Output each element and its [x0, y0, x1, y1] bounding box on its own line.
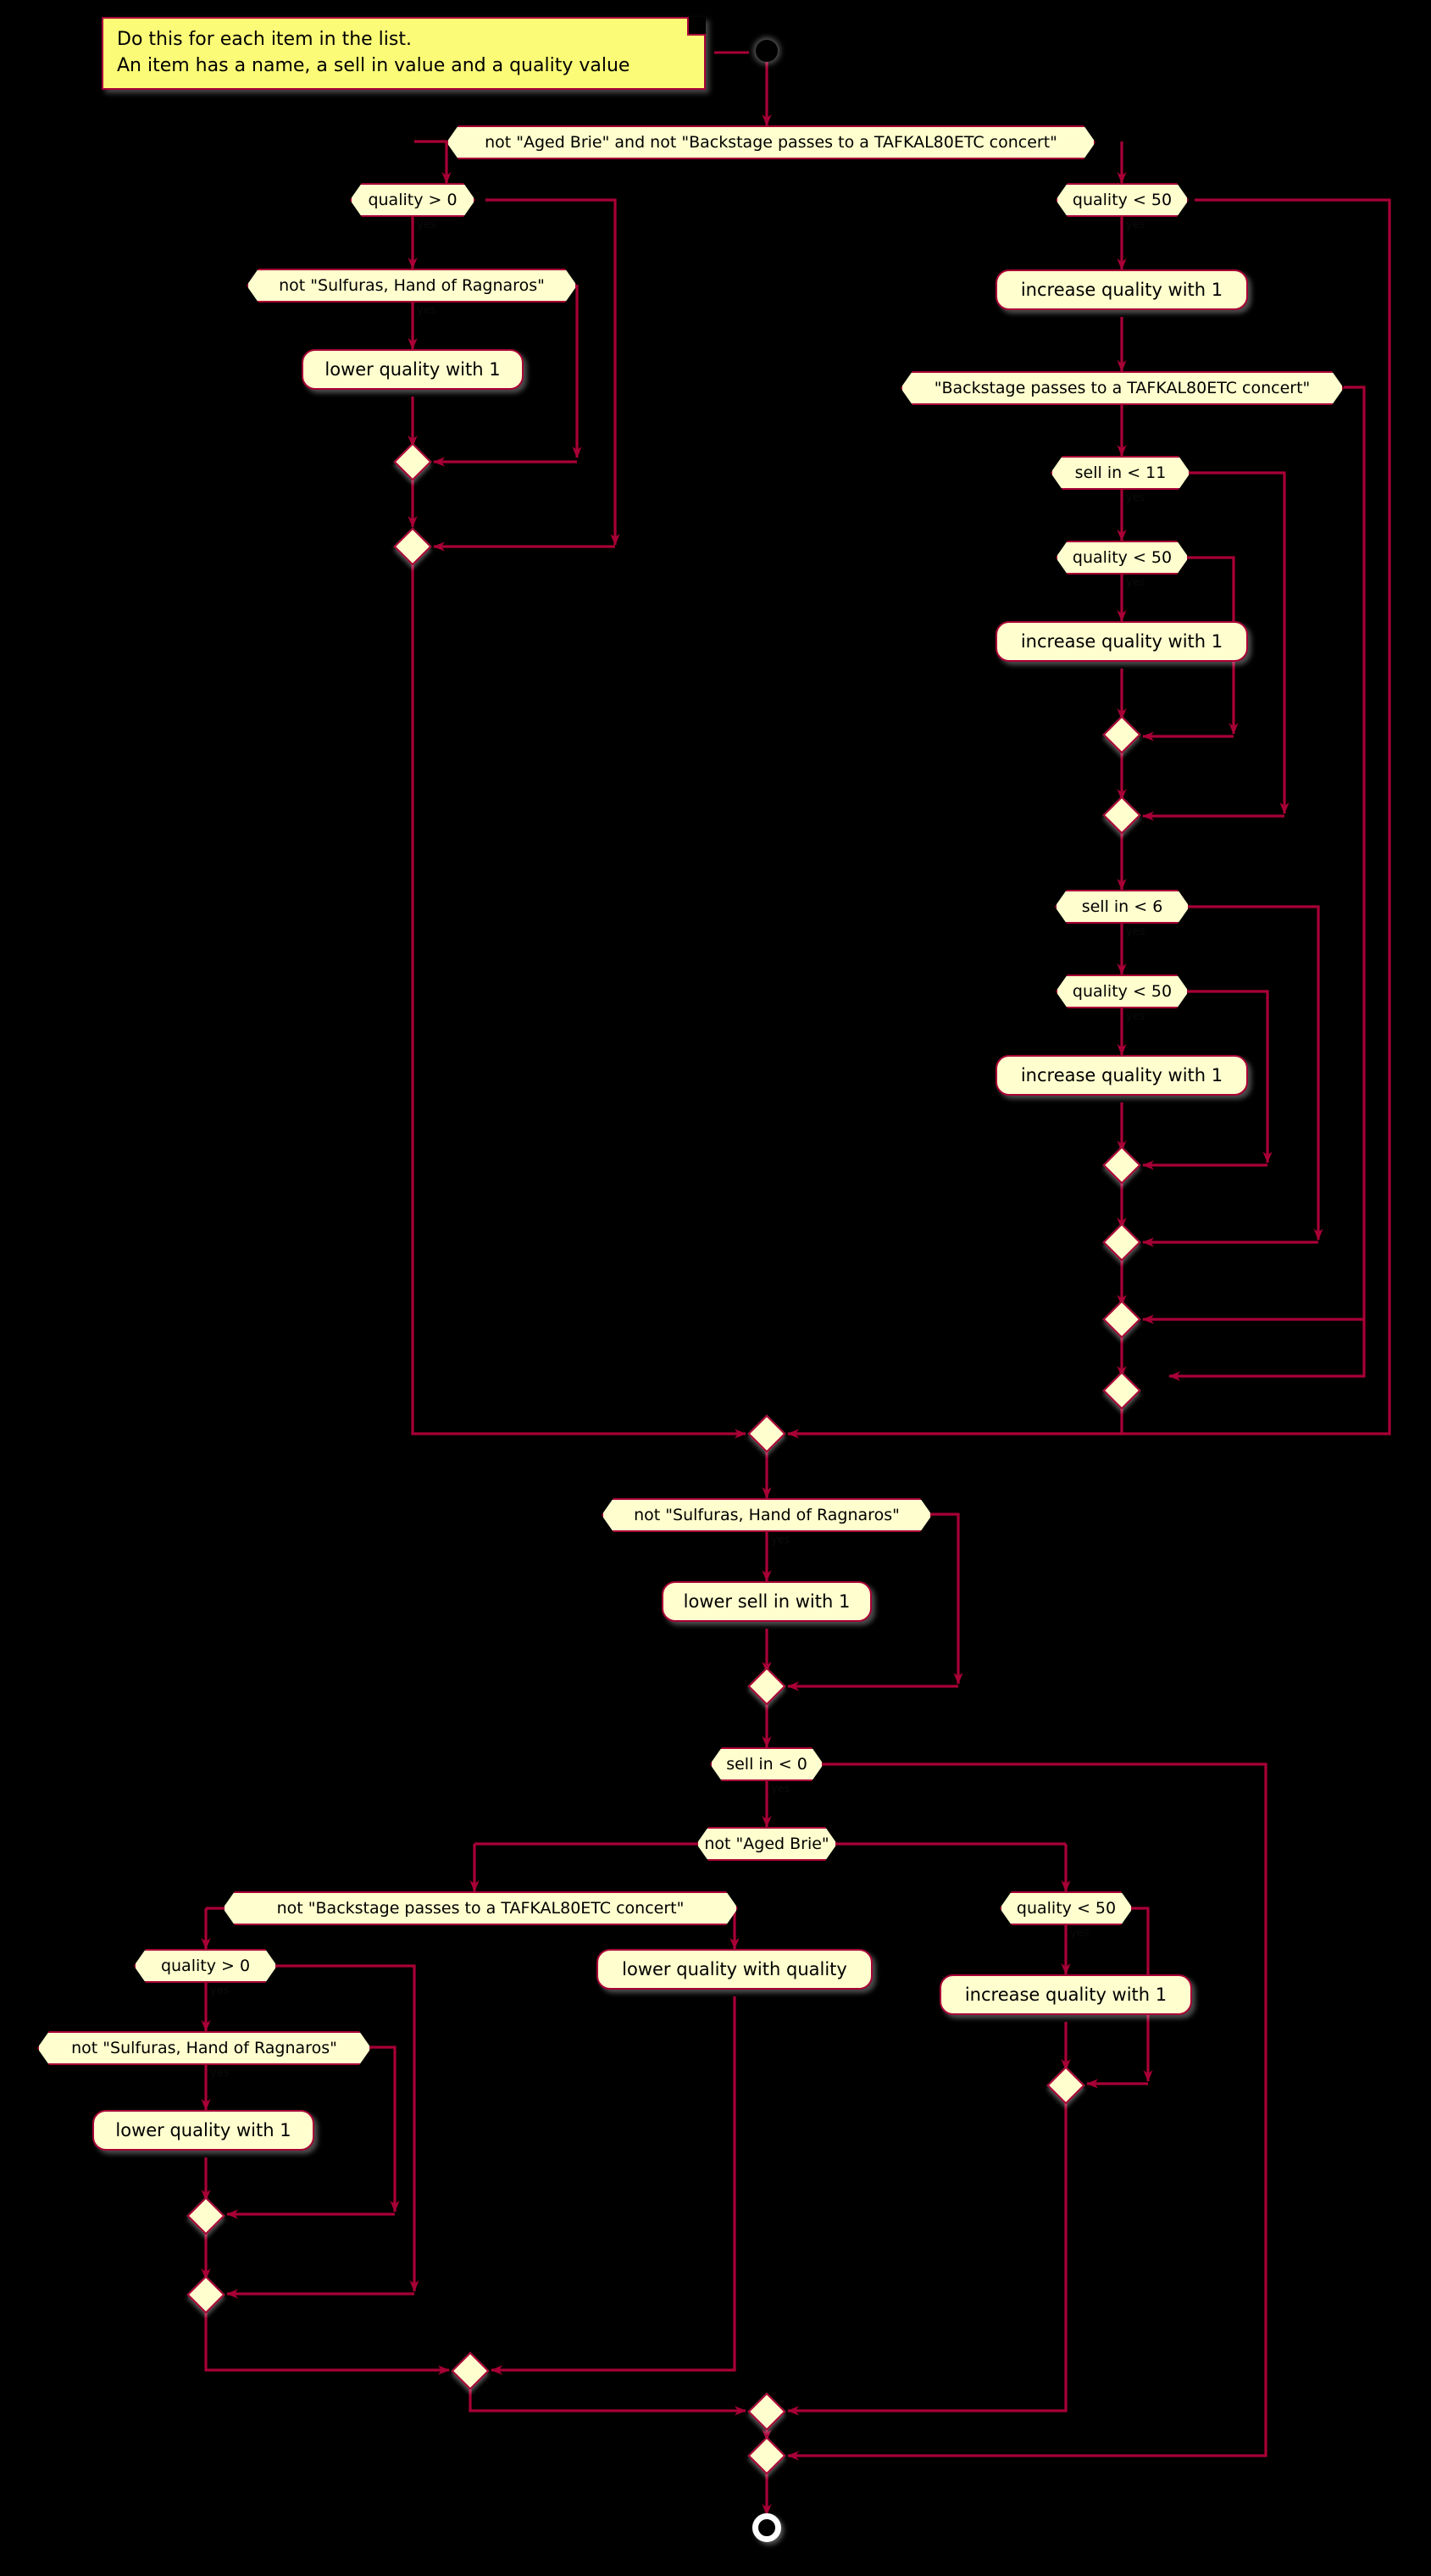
note-fold-corner: [687, 17, 706, 36]
branch-label-yes-9: yes: [771, 1783, 790, 1796]
branch-label-yes-1: yes: [417, 219, 436, 231]
condition-quality-lt-50-b[interactable]: quality < 50: [1056, 541, 1189, 575]
activity-increase-quality-with-1-a[interactable]: increase quality with 1: [996, 269, 1248, 310]
branch-label-yes-11: yes: [210, 2067, 230, 2079]
activity-lower-quality-with-1-bottom[interactable]: lower quality with 1: [92, 2110, 314, 2151]
condition-quality-gt-0-bottom[interactable]: quality > 0: [134, 1949, 277, 1983]
condition-quality-lt-50-c[interactable]: quality < 50: [1056, 974, 1189, 1008]
branch-label-yes-7: yes: [1126, 1010, 1145, 1023]
condition-not-aged-brie-bottom[interactable]: not "Aged Brie": [696, 1827, 837, 1861]
activity-increase-quality-with-1-c[interactable]: increase quality with 1: [996, 1055, 1248, 1096]
note-loop-description: Do this for each item in the list. An it…: [102, 17, 706, 91]
condition-quality-lt-50-a[interactable]: quality < 50: [1056, 183, 1189, 217]
condition-not-sulfuras-top[interactable]: not "Sulfuras, Hand of Ragnaros": [247, 269, 577, 303]
condition-sell-in-lt-0[interactable]: sell in < 0: [710, 1747, 824, 1781]
activity-lower-sell-in-with-1[interactable]: lower sell in with 1: [662, 1581, 872, 1622]
branch-label-yes-8: yes: [771, 1534, 790, 1546]
activity-lower-quality-with-quality[interactable]: lower quality with quality: [596, 1949, 873, 1990]
branch-label-yes-12: yes: [1070, 1927, 1090, 1940]
condition-not-sulfuras-bottom[interactable]: not "Sulfuras, Hand of Ragnaros": [37, 2031, 371, 2065]
branch-label-yes-3: yes: [1126, 219, 1145, 231]
branch-label-yes-2: yes: [417, 304, 436, 317]
branch-label-yes-5: yes: [1126, 576, 1145, 589]
start-node: [756, 40, 778, 62]
note-line-2: An item has a name, a sell in value and …: [117, 55, 630, 77]
condition-sell-in-lt-6[interactable]: sell in < 6: [1055, 890, 1190, 924]
activity-increase-quality-with-1-b[interactable]: increase quality with 1: [996, 621, 1248, 662]
condition-sell-in-lt-11[interactable]: sell in < 11: [1051, 456, 1190, 490]
condition-not-backstage-bottom[interactable]: not "Backstage passes to a TAFKAL80ETC c…: [223, 1891, 738, 1925]
condition-quality-lt-50-bottom[interactable]: quality < 50: [1000, 1891, 1133, 1925]
condition-quality-gt-0-top[interactable]: quality > 0: [350, 183, 475, 217]
branch-label-yes-10: yes: [210, 1985, 230, 1997]
branch-label-yes-6: yes: [1126, 925, 1145, 938]
end-node: [752, 2513, 781, 2542]
condition-not-aged-brie-and-not-backstage[interactable]: not "Aged Brie" and not "Backstage passe…: [446, 125, 1095, 159]
activity-increase-quality-with-1-bottom[interactable]: increase quality with 1: [940, 1974, 1192, 2015]
activity-lower-quality-with-1-top[interactable]: lower quality with 1: [302, 349, 524, 390]
condition-not-sulfuras-mid[interactable]: not "Sulfuras, Hand of Ragnaros": [602, 1498, 932, 1532]
condition-backstage-passes[interactable]: "Backstage passes to a TAFKAL80ETC conce…: [901, 371, 1344, 405]
branch-label-yes-4: yes: [1126, 491, 1145, 504]
note-line-1: Do this for each item in the list.: [117, 29, 412, 50]
